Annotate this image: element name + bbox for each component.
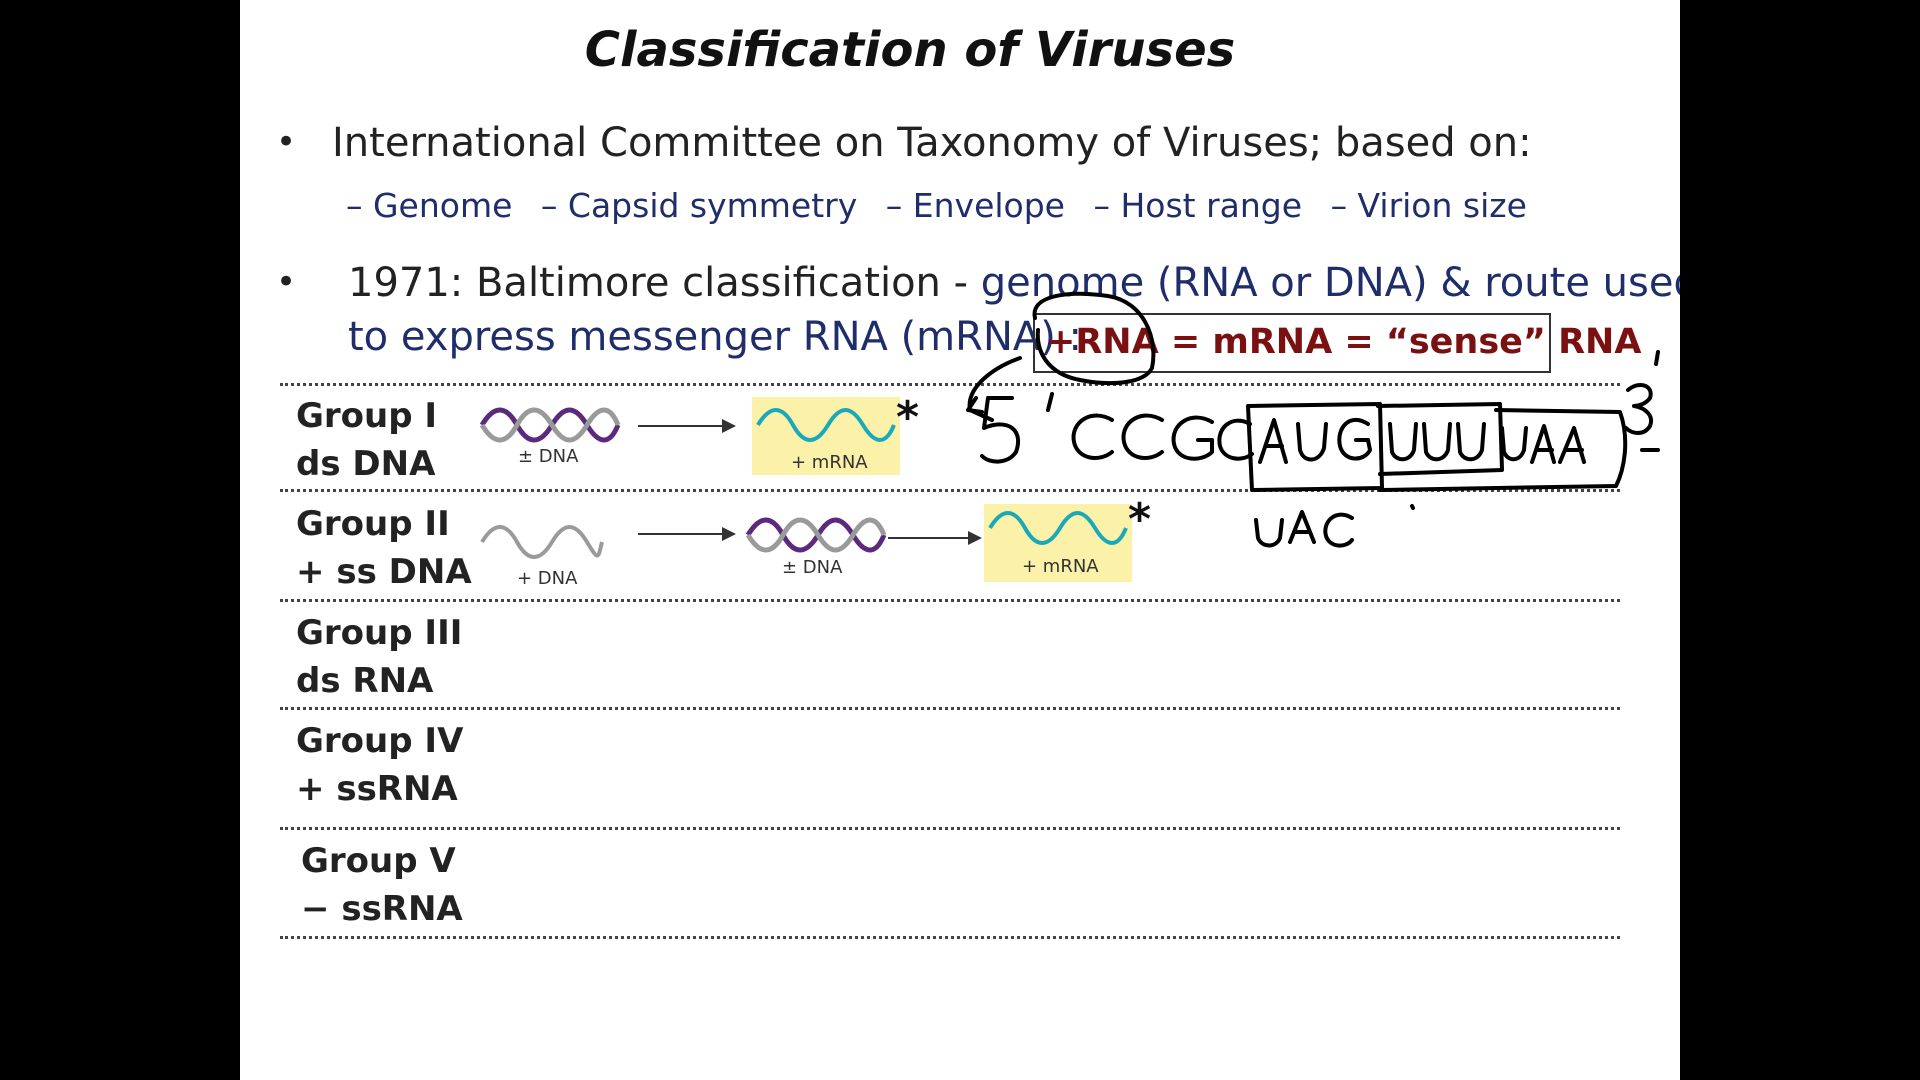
group-3-name: Group III (296, 613, 463, 653)
group-1-type: ds DNA (296, 444, 436, 484)
slide-title: Classification of Viruses (584, 22, 1236, 78)
mrna-wave-icon (756, 408, 896, 442)
group-4-label: Group IV + ssRNA (296, 717, 463, 813)
bullet-icon: • (276, 122, 297, 162)
g1-mrna-label: + mRNA (791, 452, 868, 473)
row-divider (280, 383, 1620, 386)
group-2-name: Group II (296, 504, 450, 544)
slide: Classification of Viruses • Internationa… (240, 0, 1680, 1080)
star-icon: * (896, 392, 920, 443)
group-2-label: Group II + ss DNA (296, 500, 472, 596)
ds-dna-helix-icon (745, 517, 887, 553)
criteria-list: – Genome – Capsid symmetry – Envelope – … (346, 186, 1545, 225)
row-divider (280, 489, 1620, 492)
group-5-type: − ssRNA (301, 889, 463, 929)
criteria-virion-size: – Virion size (1330, 186, 1527, 225)
group-3-type: ds RNA (296, 661, 434, 701)
row-divider (280, 707, 1620, 710)
bullet-baltimore: 1971: Baltimore classification - genome … (348, 260, 1680, 306)
group-3-label: Group III ds RNA (296, 609, 462, 705)
arrow-icon (638, 527, 736, 541)
bullet-ictv: International Committee on Taxonomy of V… (332, 120, 1532, 166)
arrow-icon (888, 531, 982, 545)
g2-dsdna-label: ± DNA (782, 557, 843, 578)
group-4-name: Group IV (296, 721, 464, 761)
criteria-genome: – Genome (346, 186, 513, 225)
g2-mrna-label: + mRNA (1022, 556, 1099, 577)
ss-dna-wave-icon (480, 525, 604, 559)
g2-ssdna-label: + DNA (517, 568, 578, 589)
group-5-name: Group V (301, 841, 456, 881)
row-divider (280, 599, 1620, 602)
baltimore-highlight: genome (RNA or DNA) & route used (980, 260, 1680, 306)
ds-dna-helix-icon (479, 407, 621, 443)
arrow-icon (638, 419, 736, 433)
group-5-label: Group V − ssRNA (301, 837, 463, 933)
star-icon: * (1128, 494, 1152, 545)
criteria-envelope: – Envelope (885, 186, 1065, 225)
baltimore-line2: to express messenger RNA (mRNA) : (348, 314, 1083, 360)
row-divider (280, 827, 1620, 830)
group-1-label: Group I ds DNA (296, 392, 437, 488)
g1-dna-label: ± DNA (518, 446, 579, 467)
group-1-name: Group I (296, 396, 438, 436)
group-4-type: + ssRNA (296, 769, 458, 809)
criteria-host-range: – Host range (1093, 186, 1303, 225)
bullet-icon: • (276, 262, 297, 302)
baltimore-lead: 1971: Baltimore classification - (348, 260, 981, 306)
sense-rna-text: +RNA = mRNA = “sense” RNA (1046, 322, 1642, 362)
mrna-wave-icon (988, 511, 1128, 545)
row-divider (280, 936, 1620, 939)
criteria-capsid: – Capsid symmetry (540, 186, 858, 225)
group-2-type: + ss DNA (296, 552, 472, 592)
